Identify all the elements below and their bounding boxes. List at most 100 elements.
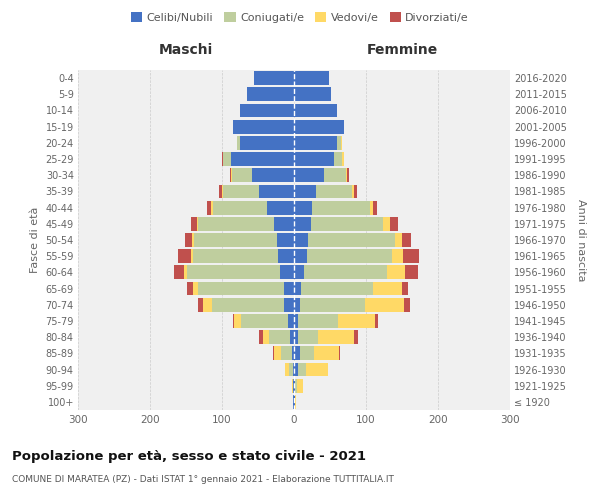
Bar <box>294 298 300 312</box>
Bar <box>395 233 402 247</box>
Legend: Celibi/Nubili, Coniugati/e, Vedovi/e, Divorziati/e: Celibi/Nubili, Coniugati/e, Vedovi/e, Di… <box>127 8 473 28</box>
Bar <box>319 330 355 344</box>
Bar <box>241 314 288 328</box>
Bar <box>240 136 294 149</box>
Bar <box>298 330 319 344</box>
Bar <box>230 152 294 166</box>
Bar <box>294 362 298 376</box>
Bar <box>197 217 198 230</box>
Bar <box>191 250 193 263</box>
Bar <box>294 379 295 392</box>
Bar <box>187 266 280 280</box>
Bar <box>294 88 331 101</box>
Text: Popolazione per età, sesso e stato civile - 2021: Popolazione per età, sesso e stato civil… <box>12 450 366 463</box>
Bar <box>240 104 294 118</box>
Bar <box>312 200 370 214</box>
Bar <box>392 250 403 263</box>
Bar <box>212 298 284 312</box>
Bar <box>298 362 306 376</box>
Bar <box>300 346 314 360</box>
Bar <box>266 200 294 214</box>
Bar <box>294 346 300 360</box>
Bar <box>284 282 294 296</box>
Bar <box>254 71 294 85</box>
Bar <box>300 298 365 312</box>
Bar <box>197 298 203 312</box>
Bar <box>263 330 269 344</box>
Bar <box>230 168 232 182</box>
Bar <box>391 217 398 230</box>
Bar <box>297 379 302 392</box>
Bar <box>247 88 294 101</box>
Bar <box>278 250 294 263</box>
Bar <box>193 250 278 263</box>
Bar <box>293 379 294 392</box>
Bar <box>294 71 329 85</box>
Text: Maschi: Maschi <box>159 43 213 57</box>
Bar <box>203 298 212 312</box>
Bar <box>223 184 259 198</box>
Bar <box>307 250 392 263</box>
Bar <box>259 330 263 344</box>
Bar <box>184 266 187 280</box>
Bar <box>294 395 295 409</box>
Bar <box>387 266 405 280</box>
Bar <box>174 266 184 280</box>
Bar <box>376 314 377 328</box>
Bar <box>294 314 298 328</box>
Bar <box>193 233 194 247</box>
Bar <box>402 282 408 296</box>
Bar <box>259 184 294 198</box>
Bar <box>294 217 311 230</box>
Bar <box>405 266 418 280</box>
Bar <box>294 120 344 134</box>
Bar <box>404 298 410 312</box>
Y-axis label: Fasce di età: Fasce di età <box>30 207 40 273</box>
Bar <box>365 298 404 312</box>
Bar <box>294 104 337 118</box>
Bar <box>207 200 211 214</box>
Bar <box>294 282 301 296</box>
Bar <box>185 233 193 247</box>
Bar <box>311 217 383 230</box>
Bar <box>295 379 297 392</box>
Bar <box>298 314 338 328</box>
Bar <box>197 282 284 296</box>
Bar <box>346 168 347 182</box>
Bar <box>290 330 294 344</box>
Bar <box>280 266 294 280</box>
Bar <box>274 346 281 360</box>
Bar <box>403 250 419 263</box>
Bar <box>295 395 296 409</box>
Bar <box>281 346 292 360</box>
Bar <box>237 136 240 149</box>
Bar <box>294 152 334 166</box>
Bar <box>178 250 191 263</box>
Bar <box>292 346 294 360</box>
Bar <box>234 314 241 328</box>
Bar <box>383 217 391 230</box>
Text: Femmine: Femmine <box>367 43 437 57</box>
Bar <box>294 250 307 263</box>
Bar <box>334 152 342 166</box>
Bar <box>193 282 197 296</box>
Bar <box>289 362 293 376</box>
Bar <box>232 168 252 182</box>
Bar <box>370 200 373 214</box>
Bar <box>373 282 402 296</box>
Bar <box>292 379 293 392</box>
Bar <box>252 168 294 182</box>
Bar <box>347 168 349 182</box>
Bar <box>402 233 410 247</box>
Bar <box>301 282 373 296</box>
Bar <box>314 346 340 360</box>
Bar <box>337 136 341 149</box>
Bar <box>194 233 277 247</box>
Bar <box>294 168 324 182</box>
Bar <box>294 184 316 198</box>
Bar <box>355 330 358 344</box>
Bar <box>222 184 223 198</box>
Bar <box>222 152 223 166</box>
Bar <box>233 120 294 134</box>
Bar <box>304 266 387 280</box>
